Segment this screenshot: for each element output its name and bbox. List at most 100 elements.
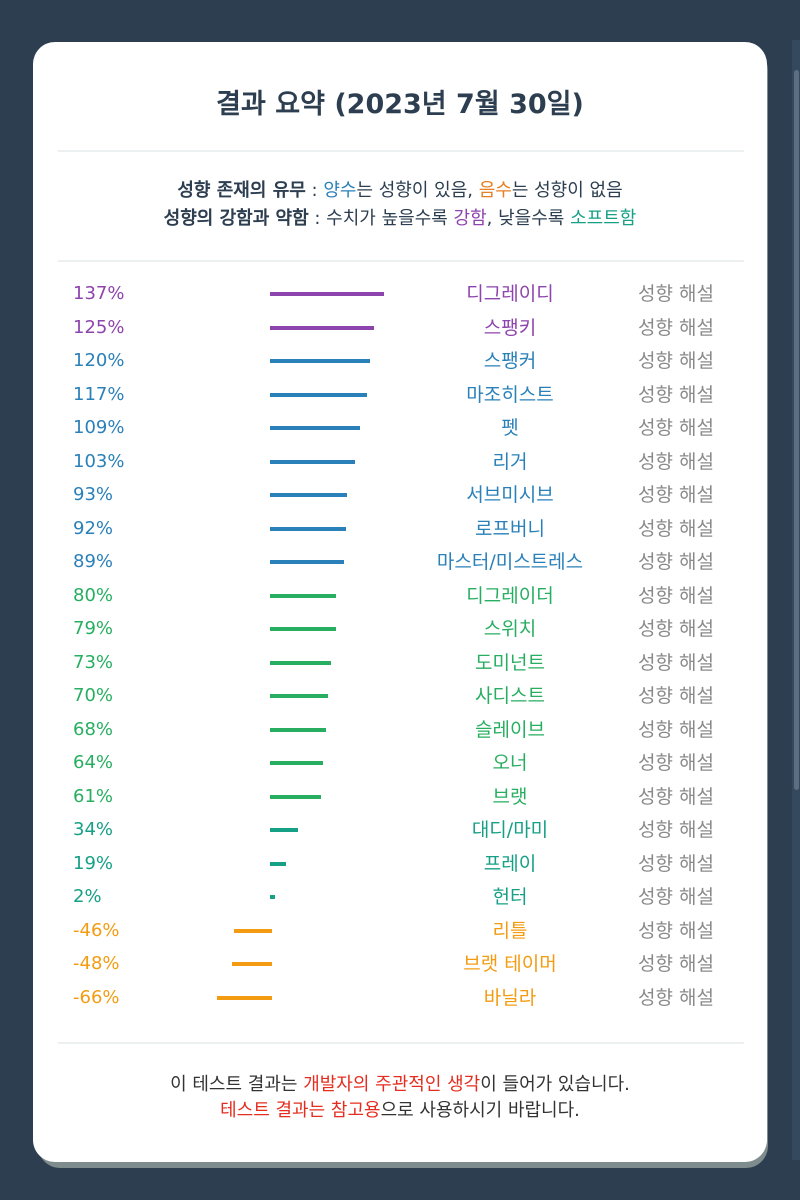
tendency-explanation-link[interactable]: 성향 해설 [638,450,714,473]
category-label: 사디스트 [475,685,545,707]
legend-existence: 성향 존재의 유무 : 양수는 성향이 있음, 음수는 성향이 없음 [0,176,800,202]
chart-bar [270,727,327,732]
tendency-explanation-link[interactable]: 성향 해설 [638,919,714,942]
legend-mid-text: , 낮을수록 [486,208,571,229]
footer-text-a: 이 테스트 결과는 [170,1074,304,1095]
chart-row: 137% 디그레이디 성향 해설 [0,282,800,316]
chart-bar [270,493,348,497]
chart-row: 68% 슬레이브 성향 해설 [0,718,800,752]
tendency-explanation-link[interactable]: 성향 해설 [638,685,714,707]
divider-chart-bottom [58,1042,744,1044]
chart-bar [270,694,329,698]
tendency-explanation-link[interactable]: 성향 해설 [638,886,714,908]
value-label: 80% [73,584,114,606]
footer-red-1: 개발자의 주관적인 생각 [303,1074,481,1095]
category-label: 디그레이더 [466,584,554,607]
value-label: 2% [73,886,102,907]
legend-positive-word: 양수 [323,180,357,201]
chart-row: -66% 바닐라 성향 해설 [0,986,800,1020]
footer-text-c: 으로 사용하시기 바랍니다. [380,1100,580,1121]
tendency-explanation-link[interactable]: 성향 해설 [638,316,714,339]
category-label: 스팽키 [483,316,537,339]
value-label: 79% [73,618,114,639]
chart-row: 34% 대디/마미 성향 해설 [0,818,800,852]
footer-red-2: 테스트 결과는 참고용 [220,1100,381,1121]
category-label: 리거 [492,450,528,473]
tendency-explanation-link[interactable]: 성향 해설 [638,651,714,674]
value-label: -66% [73,986,120,1008]
chart-bar [270,392,368,397]
legend-soft-word: 소프트함 [570,208,637,229]
value-label: 34% [73,819,114,840]
divider-chart-top [58,260,744,262]
value-label: 120% [73,350,125,371]
divider-top [58,150,744,152]
value-label: 73% [73,651,114,673]
chart-row: 89% 마스터/미스트레스 성향 해설 [0,550,800,584]
chart-bar [232,962,272,966]
chart-bar [270,627,336,631]
chart-bar [270,660,331,665]
chart-row: 92% 로프버니 성향 해설 [0,517,800,551]
chart-bar [270,292,384,296]
chart-bar [270,761,324,765]
value-label: 89% [73,551,114,572]
category-label: 로프버니 [475,517,545,540]
tendency-explanation-link[interactable]: 성향 해설 [638,417,714,439]
chart-row: 73% 도미넌트 성향 해설 [0,651,800,685]
chart-bar [270,325,374,330]
tendency-explanation-link[interactable]: 성향 해설 [638,484,714,506]
legend-strength-sep: : 수치가 높을수록 [308,208,454,229]
tendency-explanation-link[interactable]: 성향 해설 [638,350,714,372]
tendency-explanation-link[interactable]: 성향 해설 [638,953,714,975]
tendency-explanation-link[interactable]: 성향 해설 [638,618,714,640]
tendency-explanation-link[interactable]: 성향 해설 [638,283,714,305]
chart-bar [270,359,370,363]
category-label: 도미넌트 [475,651,545,674]
legend-strong-word: 강함 [453,208,487,229]
chart-row: 19% 프레이 성향 해설 [0,852,800,886]
tendency-explanation-link[interactable]: 성향 해설 [638,517,714,540]
chart-row: 2% 헌터 성향 해설 [0,885,800,919]
value-label: 19% [73,852,114,874]
legend-negative-text: 는 성향이 없음 [511,180,623,201]
value-label: 68% [73,718,114,740]
value-label: 109% [73,417,125,438]
chart-bar [270,794,321,799]
chart-row: 61% 브랫 성향 해설 [0,785,800,819]
value-label: 137% [73,283,125,304]
tendency-explanation-link[interactable]: 성향 해설 [638,819,714,841]
category-label: 헌터 [492,886,528,908]
category-label: 브랫 [492,785,528,808]
footer-disclaimer-2: 테스트 결과는 참고용으로 사용하시기 바랍니다. [0,1096,800,1122]
chart-bar [233,928,272,933]
tendency-explanation-link[interactable]: 성향 해설 [638,752,714,774]
chart-row: 109% 펫 성향 해설 [0,416,800,450]
tendency-explanation-link[interactable]: 성향 해설 [638,718,714,741]
scrollbar-thumb[interactable] [794,70,799,790]
tendency-explanation-link[interactable]: 성향 해설 [638,383,714,406]
chart-row: 79% 스위치 성향 해설 [0,617,800,651]
tendency-explanation-link[interactable]: 성향 해설 [638,584,714,607]
chart-row: -48% 브랫 테이머 성향 해설 [0,952,800,986]
category-label: 오너 [492,752,528,774]
chart-row: 64% 오너 성향 해설 [0,751,800,785]
tendency-explanation-link[interactable]: 성향 해설 [638,785,714,808]
chart-bar [270,828,299,832]
value-label: 61% [73,785,114,807]
chart-row: 120% 스팽커 성향 해설 [0,349,800,383]
legend-negative-word: 음수 [478,180,512,201]
tendency-explanation-link[interactable]: 성향 해설 [638,551,714,573]
value-label: 125% [73,316,125,338]
value-label: 93% [73,484,114,505]
chart-row: 103% 리거 성향 해설 [0,450,800,484]
category-label: 프레이 [483,852,537,875]
chart-bar [270,459,356,464]
legend-strength-label: 성향의 강함과 약함 [163,208,309,229]
page-title: 결과 요약 (2023년 7월 30일) [216,89,584,120]
chart-bar [270,895,275,899]
category-label: 마스터/미스트레스 [436,551,584,573]
tendency-explanation-link[interactable]: 성향 해설 [638,986,714,1009]
category-label: 스팽커 [483,350,537,372]
tendency-explanation-link[interactable]: 성향 해설 [638,852,714,875]
